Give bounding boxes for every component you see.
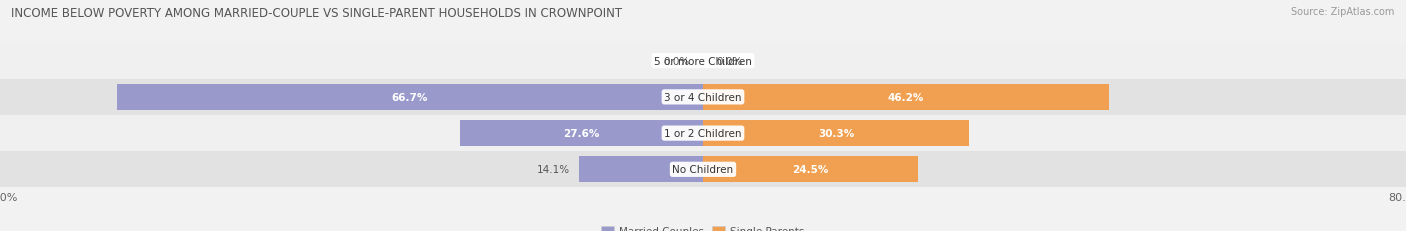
Bar	[703, 85, 1109, 110]
Text: 66.7%: 66.7%	[392, 92, 427, 103]
Text: 27.6%: 27.6%	[564, 128, 600, 139]
Text: Source: ZipAtlas.com: Source: ZipAtlas.com	[1291, 7, 1395, 17]
Legend: Married Couples, Single Parents: Married Couples, Single Parents	[598, 222, 808, 231]
Text: INCOME BELOW POVERTY AMONG MARRIED-COUPLE VS SINGLE-PARENT HOUSEHOLDS IN CROWNPO: INCOME BELOW POVERTY AMONG MARRIED-COUPL…	[11, 7, 623, 20]
Text: 0.0%: 0.0%	[664, 56, 690, 66]
Text: 3 or 4 Children: 3 or 4 Children	[664, 92, 742, 103]
Text: 5 or more Children: 5 or more Children	[654, 56, 752, 66]
Text: 0.0%: 0.0%	[716, 56, 742, 66]
Bar	[461, 121, 703, 146]
Bar	[0, 43, 1406, 79]
Text: 46.2%: 46.2%	[887, 92, 924, 103]
Text: 1 or 2 Children: 1 or 2 Children	[664, 128, 742, 139]
Bar	[0, 152, 1406, 188]
Text: 30.3%: 30.3%	[818, 128, 855, 139]
Bar	[0, 116, 1406, 152]
Text: No Children: No Children	[672, 165, 734, 175]
Bar	[703, 121, 969, 146]
Bar	[0, 79, 1406, 116]
Text: 24.5%: 24.5%	[793, 165, 828, 175]
Bar	[579, 157, 703, 182]
Text: 14.1%: 14.1%	[537, 165, 571, 175]
Bar	[703, 157, 918, 182]
Bar	[117, 85, 703, 110]
